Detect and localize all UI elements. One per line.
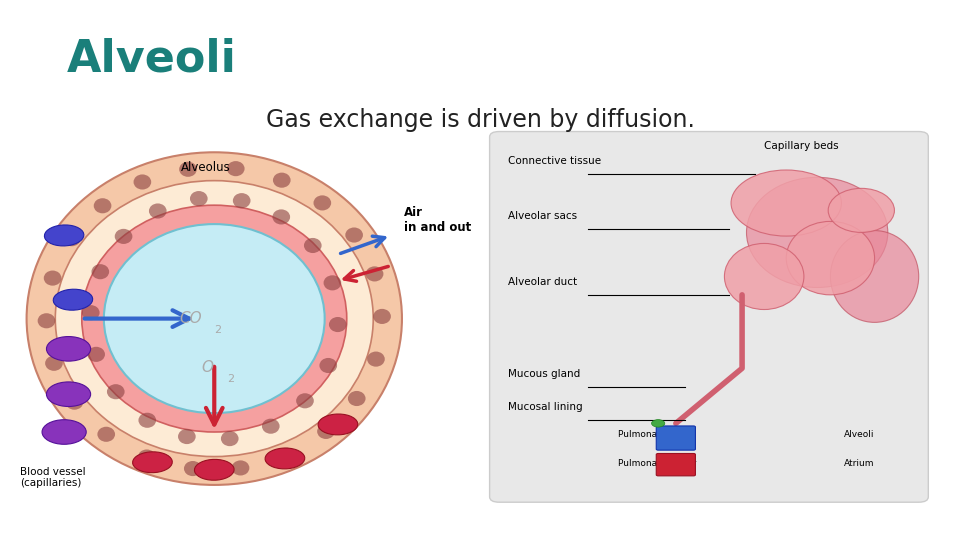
Text: Capillary beds: Capillary beds: [764, 140, 839, 151]
Ellipse shape: [373, 309, 391, 324]
Ellipse shape: [786, 221, 875, 295]
Text: Connective tissue: Connective tissue: [508, 156, 601, 166]
Ellipse shape: [320, 358, 337, 373]
Text: Alveoli: Alveoli: [67, 38, 237, 81]
Ellipse shape: [324, 275, 341, 291]
Ellipse shape: [732, 170, 841, 236]
Ellipse shape: [725, 244, 804, 309]
Ellipse shape: [97, 427, 115, 442]
Circle shape: [652, 420, 664, 427]
Ellipse shape: [82, 205, 347, 432]
Ellipse shape: [828, 188, 895, 232]
Text: Air
in and out: Air in and out: [404, 206, 471, 234]
Ellipse shape: [367, 352, 385, 367]
Ellipse shape: [317, 424, 335, 439]
Ellipse shape: [195, 460, 234, 480]
Ellipse shape: [265, 448, 304, 469]
Ellipse shape: [82, 205, 347, 432]
FancyBboxPatch shape: [490, 132, 928, 502]
Text: CO: CO: [179, 311, 202, 326]
Ellipse shape: [273, 210, 290, 225]
Text: Pulmonary vein: Pulmonary vein: [618, 430, 689, 439]
Ellipse shape: [318, 414, 358, 435]
Text: Pulmonary artery: Pulmonary artery: [618, 459, 697, 468]
Ellipse shape: [132, 452, 172, 472]
Ellipse shape: [304, 238, 322, 253]
Ellipse shape: [44, 271, 61, 286]
Ellipse shape: [65, 395, 84, 410]
Ellipse shape: [27, 152, 402, 485]
Ellipse shape: [56, 180, 373, 457]
Ellipse shape: [346, 227, 363, 242]
Ellipse shape: [107, 384, 125, 399]
Text: 2: 2: [228, 374, 234, 384]
Text: Alveolus: Alveolus: [180, 161, 230, 174]
Ellipse shape: [190, 191, 207, 206]
Text: Atrium: Atrium: [844, 459, 875, 468]
Ellipse shape: [277, 448, 295, 463]
Ellipse shape: [94, 198, 111, 213]
Text: Alveolar duct: Alveolar duct: [508, 278, 577, 287]
Text: 2: 2: [214, 325, 222, 335]
Ellipse shape: [296, 393, 314, 408]
Ellipse shape: [273, 173, 291, 188]
FancyBboxPatch shape: [657, 454, 695, 476]
Ellipse shape: [138, 449, 156, 464]
Ellipse shape: [37, 313, 56, 328]
Ellipse shape: [138, 413, 156, 428]
Text: Alveoli: Alveoli: [844, 430, 875, 439]
FancyBboxPatch shape: [657, 426, 695, 450]
Ellipse shape: [63, 231, 81, 246]
Ellipse shape: [178, 429, 196, 444]
Ellipse shape: [46, 382, 90, 407]
Text: O: O: [201, 360, 213, 375]
Ellipse shape: [227, 161, 245, 176]
Ellipse shape: [184, 461, 202, 476]
Ellipse shape: [231, 461, 250, 476]
Text: Blood vessel
(capillaries): Blood vessel (capillaries): [20, 467, 85, 488]
Ellipse shape: [830, 231, 919, 322]
Ellipse shape: [42, 420, 86, 444]
Ellipse shape: [53, 289, 93, 310]
Text: Mucosal lining: Mucosal lining: [508, 402, 583, 413]
Ellipse shape: [747, 177, 888, 287]
Text: Gas exchange is driven by diffusion.: Gas exchange is driven by diffusion.: [266, 108, 694, 132]
Text: Mucous gland: Mucous gland: [508, 369, 580, 379]
Ellipse shape: [221, 431, 239, 446]
Ellipse shape: [233, 193, 251, 208]
Ellipse shape: [46, 336, 90, 361]
Ellipse shape: [348, 391, 366, 406]
Ellipse shape: [329, 317, 347, 332]
Ellipse shape: [262, 418, 279, 434]
Ellipse shape: [104, 224, 324, 413]
Ellipse shape: [82, 305, 100, 320]
Ellipse shape: [366, 266, 383, 281]
Ellipse shape: [180, 161, 197, 177]
Ellipse shape: [115, 229, 132, 244]
Ellipse shape: [44, 225, 84, 246]
Text: Alveolar sacs: Alveolar sacs: [508, 211, 577, 221]
Ellipse shape: [133, 174, 152, 190]
Ellipse shape: [91, 264, 109, 279]
Ellipse shape: [314, 195, 331, 211]
Ellipse shape: [45, 356, 62, 371]
Ellipse shape: [87, 347, 105, 362]
Ellipse shape: [149, 204, 167, 219]
